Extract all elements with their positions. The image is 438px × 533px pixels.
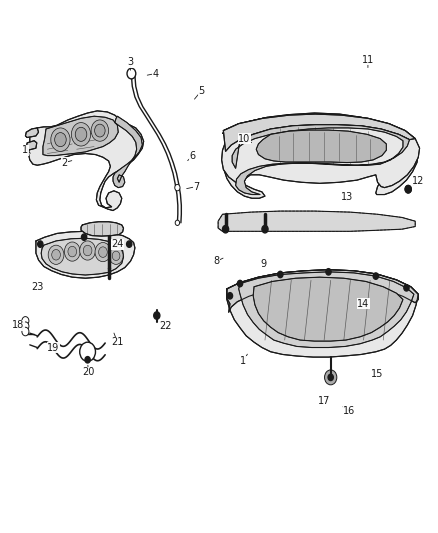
Polygon shape: [25, 128, 39, 138]
Circle shape: [80, 342, 95, 361]
Polygon shape: [43, 116, 118, 156]
Circle shape: [227, 293, 233, 299]
Text: 14: 14: [357, 299, 370, 309]
Circle shape: [109, 247, 123, 264]
Text: 6: 6: [190, 151, 196, 160]
Text: 2: 2: [62, 158, 68, 167]
Text: 13: 13: [341, 192, 353, 202]
Text: 22: 22: [159, 321, 172, 331]
Circle shape: [52, 249, 60, 260]
Circle shape: [99, 247, 107, 257]
Text: 11: 11: [362, 55, 374, 64]
Circle shape: [75, 127, 87, 141]
Polygon shape: [232, 125, 410, 195]
Circle shape: [68, 246, 77, 257]
Text: 3: 3: [127, 58, 134, 67]
Circle shape: [278, 271, 283, 278]
Polygon shape: [41, 238, 124, 275]
Polygon shape: [28, 111, 144, 211]
Circle shape: [404, 184, 413, 195]
Circle shape: [112, 251, 120, 261]
Circle shape: [175, 184, 180, 191]
Circle shape: [154, 312, 160, 319]
Circle shape: [405, 185, 411, 193]
Circle shape: [326, 269, 331, 275]
Text: 18: 18: [12, 320, 25, 330]
Text: 15: 15: [371, 369, 384, 379]
Text: 1: 1: [22, 146, 28, 155]
Text: 21: 21: [111, 337, 124, 347]
Text: 24: 24: [111, 239, 124, 249]
Text: 17: 17: [318, 396, 330, 406]
Text: 20: 20: [82, 367, 95, 377]
Circle shape: [95, 124, 105, 137]
Circle shape: [22, 327, 29, 336]
Circle shape: [80, 241, 95, 260]
Circle shape: [405, 185, 411, 193]
Circle shape: [22, 322, 29, 330]
Circle shape: [373, 273, 378, 279]
Circle shape: [22, 317, 29, 325]
Polygon shape: [239, 272, 414, 348]
Circle shape: [55, 133, 66, 147]
Circle shape: [95, 243, 111, 262]
Circle shape: [175, 220, 180, 225]
Polygon shape: [227, 270, 418, 357]
Polygon shape: [81, 222, 124, 236]
Circle shape: [404, 285, 409, 291]
Circle shape: [328, 374, 333, 381]
Polygon shape: [223, 113, 418, 198]
Circle shape: [51, 128, 70, 151]
Circle shape: [127, 241, 132, 247]
Text: 8: 8: [214, 256, 220, 266]
Polygon shape: [26, 141, 37, 150]
Text: 19: 19: [47, 343, 60, 352]
Circle shape: [127, 68, 136, 79]
Polygon shape: [256, 130, 386, 163]
Circle shape: [130, 71, 133, 76]
Circle shape: [262, 225, 268, 233]
Circle shape: [64, 242, 80, 261]
Text: 23: 23: [31, 282, 43, 292]
Circle shape: [71, 123, 91, 146]
Text: 1: 1: [240, 357, 246, 366]
Polygon shape: [227, 270, 418, 312]
Circle shape: [38, 241, 43, 247]
Text: 16: 16: [343, 407, 356, 416]
Polygon shape: [223, 114, 415, 151]
Text: 12: 12: [412, 176, 424, 186]
Text: 4: 4: [152, 69, 159, 78]
Polygon shape: [113, 116, 142, 188]
Text: 5: 5: [198, 86, 205, 95]
Circle shape: [237, 280, 243, 287]
Circle shape: [325, 370, 337, 385]
Circle shape: [223, 225, 229, 233]
Polygon shape: [218, 211, 415, 231]
Circle shape: [85, 357, 90, 363]
Text: 9: 9: [261, 259, 267, 269]
Circle shape: [83, 245, 92, 256]
Polygon shape: [222, 114, 420, 188]
Polygon shape: [253, 277, 403, 341]
Text: 10: 10: [238, 134, 251, 143]
Circle shape: [91, 120, 109, 141]
Circle shape: [48, 245, 64, 264]
Circle shape: [81, 234, 87, 240]
Text: 7: 7: [193, 182, 199, 191]
Polygon shape: [36, 231, 135, 278]
